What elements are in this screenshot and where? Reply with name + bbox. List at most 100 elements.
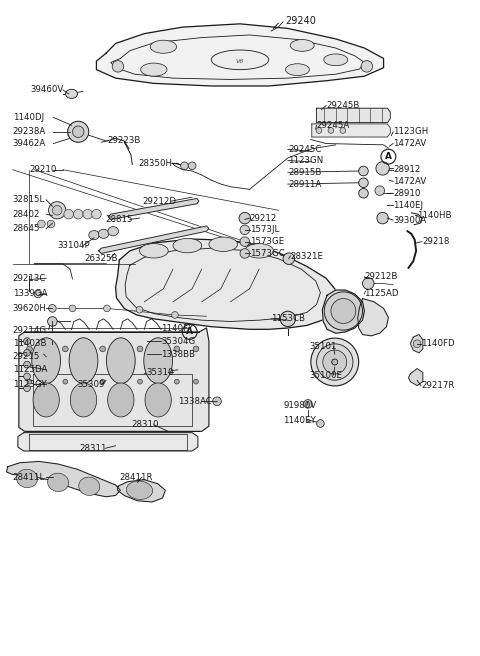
Text: 1140FD: 1140FD — [421, 339, 455, 348]
Circle shape — [359, 178, 368, 188]
Circle shape — [323, 350, 347, 374]
Circle shape — [34, 290, 42, 298]
Polygon shape — [408, 369, 423, 386]
Circle shape — [193, 379, 198, 384]
Circle shape — [180, 162, 188, 170]
Circle shape — [316, 127, 322, 133]
Text: 29214G: 29214G — [12, 326, 47, 335]
Circle shape — [48, 317, 57, 326]
Ellipse shape — [209, 237, 238, 251]
Circle shape — [304, 400, 312, 408]
Text: 1472AV: 1472AV — [393, 139, 426, 148]
Text: 28411L: 28411L — [12, 472, 45, 482]
Circle shape — [47, 220, 55, 228]
Circle shape — [64, 209, 73, 219]
Text: 39462A: 39462A — [12, 139, 46, 148]
Text: A: A — [186, 327, 193, 337]
Text: 28915B: 28915B — [288, 168, 321, 177]
Text: 39300A: 39300A — [393, 216, 426, 224]
Text: 35310: 35310 — [147, 368, 174, 377]
Text: 1338AC: 1338AC — [178, 397, 212, 406]
Ellipse shape — [98, 229, 109, 238]
Text: 35304G: 35304G — [161, 337, 195, 346]
Ellipse shape — [150, 40, 177, 53]
Text: 28402: 28402 — [12, 210, 40, 218]
Circle shape — [193, 346, 199, 352]
Circle shape — [317, 344, 353, 380]
Text: 28645: 28645 — [12, 224, 40, 233]
Text: 1123GY: 1123GY — [12, 380, 46, 389]
Ellipse shape — [108, 383, 134, 417]
Polygon shape — [312, 124, 390, 137]
Circle shape — [240, 237, 250, 247]
Circle shape — [138, 379, 143, 384]
Circle shape — [136, 306, 143, 313]
Circle shape — [240, 249, 250, 258]
Ellipse shape — [107, 338, 135, 384]
Circle shape — [174, 346, 180, 352]
Text: 1339GA: 1339GA — [12, 289, 47, 298]
Polygon shape — [18, 433, 198, 451]
Text: 91980V: 91980V — [283, 401, 316, 410]
Circle shape — [48, 201, 66, 219]
Ellipse shape — [69, 338, 98, 384]
Text: 29212B: 29212B — [364, 272, 398, 281]
Ellipse shape — [144, 338, 172, 384]
Circle shape — [311, 338, 359, 386]
Text: 28911A: 28911A — [288, 180, 321, 188]
Text: 28910: 28910 — [393, 189, 420, 197]
Text: A: A — [385, 152, 392, 161]
Polygon shape — [317, 108, 390, 123]
Text: 29245A: 29245A — [317, 121, 350, 130]
Circle shape — [104, 305, 110, 312]
Polygon shape — [410, 335, 423, 353]
Circle shape — [24, 350, 30, 356]
Circle shape — [332, 359, 337, 365]
Circle shape — [24, 338, 30, 344]
Circle shape — [240, 225, 250, 235]
Text: 1140FY: 1140FY — [161, 323, 193, 333]
Polygon shape — [118, 480, 165, 502]
Circle shape — [112, 60, 124, 72]
Text: 39460V: 39460V — [30, 85, 64, 94]
Text: 28815: 28815 — [105, 215, 132, 224]
Ellipse shape — [33, 383, 60, 417]
Text: 1123GH: 1123GH — [393, 127, 429, 136]
Circle shape — [62, 346, 68, 352]
Text: 29212: 29212 — [250, 214, 277, 222]
Text: 28912: 28912 — [393, 165, 420, 174]
Circle shape — [27, 379, 32, 384]
Text: 29210: 29210 — [29, 165, 57, 174]
Ellipse shape — [66, 89, 77, 98]
Ellipse shape — [290, 39, 314, 51]
Circle shape — [376, 161, 389, 175]
Circle shape — [48, 304, 56, 312]
Ellipse shape — [48, 473, 69, 491]
Ellipse shape — [140, 243, 168, 258]
Text: 35309: 35309 — [77, 380, 105, 389]
Circle shape — [24, 361, 30, 368]
Text: 29213C: 29213C — [12, 274, 46, 283]
Circle shape — [359, 188, 368, 198]
Circle shape — [362, 277, 374, 289]
Polygon shape — [358, 298, 388, 336]
Polygon shape — [6, 461, 120, 497]
Circle shape — [377, 213, 388, 224]
Text: 1338BB: 1338BB — [161, 350, 195, 359]
Text: 39620H: 39620H — [12, 304, 47, 313]
Ellipse shape — [245, 243, 274, 258]
Text: 29245B: 29245B — [326, 101, 360, 110]
Ellipse shape — [126, 481, 153, 499]
Text: 28411R: 28411R — [120, 472, 153, 482]
Text: 33104P: 33104P — [57, 241, 90, 250]
Text: 29223B: 29223B — [107, 136, 140, 146]
Circle shape — [92, 209, 101, 219]
Circle shape — [68, 121, 89, 142]
Ellipse shape — [324, 54, 348, 66]
Text: 35100E: 35100E — [310, 371, 342, 380]
Text: 1123GN: 1123GN — [288, 156, 323, 165]
Circle shape — [331, 298, 356, 323]
Ellipse shape — [108, 226, 119, 236]
Ellipse shape — [32, 338, 60, 384]
Circle shape — [317, 420, 324, 427]
